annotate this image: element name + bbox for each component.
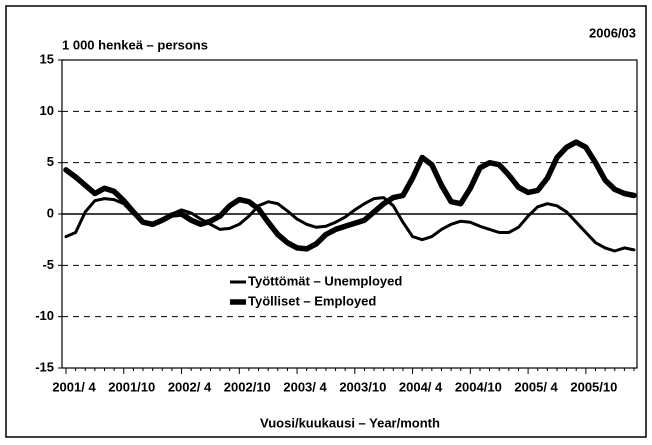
x-tick-label: 2005/ 4 [514, 379, 558, 394]
legend-label: Työttömät – Unemployed [248, 273, 402, 288]
x-tick-label: 2003/10 [339, 379, 386, 394]
x-tick-label: 2001/10 [108, 379, 155, 394]
y-tick-label: 0 [47, 205, 54, 220]
y-tick-label: 10 [40, 103, 54, 118]
x-tick-label: 2001/ 4 [52, 379, 96, 394]
y-tick-label: 15 [40, 51, 54, 66]
frame [5, 5, 647, 438]
y-tick-label: -10 [35, 308, 54, 323]
legend-label: Työlliset – Employed [248, 293, 376, 308]
date-annotation: 2006/03 [589, 25, 636, 40]
x-axis-label: Vuosi/kuukausi – Year/month [260, 415, 440, 430]
unit-annotation: 1 000 henkeä – persons [62, 37, 208, 52]
x-tick-label: 2005/10 [570, 379, 617, 394]
x-tick-label: 2004/10 [455, 379, 502, 394]
x-tick-label: 2003/ 4 [283, 379, 327, 394]
x-tick-label: 2002/ 4 [168, 379, 212, 394]
y-tick-label: -15 [35, 359, 54, 374]
x-tick-label: 2002/10 [224, 379, 271, 394]
y-tick-label: 5 [47, 154, 54, 169]
series-line [63, 139, 637, 252]
y-tick-label: -5 [42, 257, 54, 272]
x-tick-label: 2004/ 4 [399, 379, 443, 394]
